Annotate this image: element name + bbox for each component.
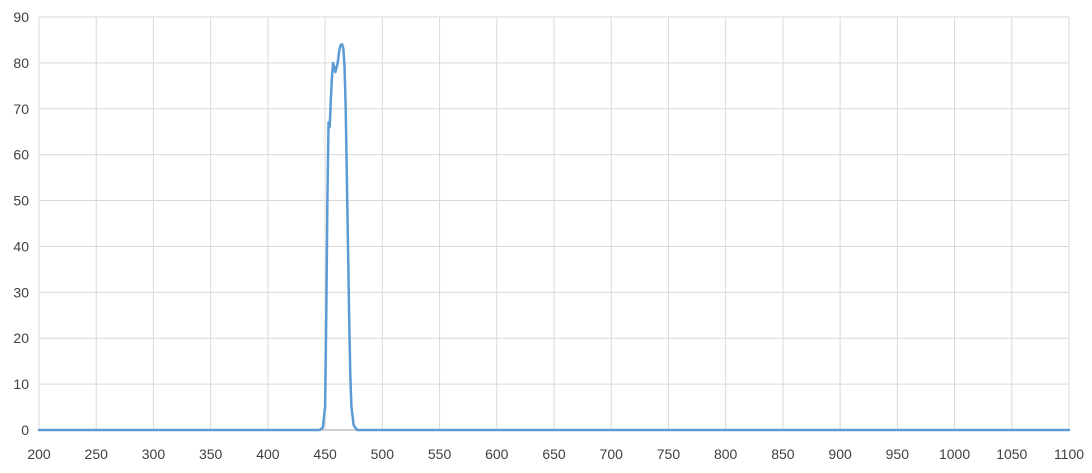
x-tick-label: 900 [828,446,852,462]
x-tick-label: 250 [85,446,109,462]
x-tick-label: 200 [27,446,51,462]
y-tick-label: 90 [13,9,29,25]
x-tick-label: 300 [142,446,166,462]
x-tick-label: 550 [428,446,452,462]
y-tick-label: 10 [13,376,29,392]
x-tick-label: 700 [600,446,624,462]
x-tick-label: 1100 [1054,446,1084,462]
x-tick-label: 350 [199,446,223,462]
x-tick-label: 950 [886,446,910,462]
grid [38,16,1070,430]
series-line [37,43,1071,432]
y-tick-label: 50 [13,193,29,209]
y-tick-label: 70 [13,101,29,117]
x-tick-label: 500 [371,446,395,462]
series [37,43,1071,432]
x-tick-label: 800 [714,446,738,462]
x-tick-label: 650 [542,446,566,462]
tick-labels: 200 250 300 350 400 450 500 550 600 650 700 750 800 8… [13,9,1084,462]
x-tick-label: 750 [657,446,681,462]
x-tick-label: 600 [485,446,509,462]
x-tick-label: 400 [256,446,280,462]
y-tick-label: 30 [13,284,29,300]
y-tick-label: 80 [13,55,29,71]
x-tick-label: 850 [771,446,795,462]
y-tick-label: 20 [13,330,29,346]
x-tick-label: 1000 [939,446,970,462]
y-tick-label: 0 [21,422,29,438]
y-tick-label: 40 [13,238,29,254]
x-tick-label: 450 [313,446,337,462]
y-tick-label: 60 [13,147,29,163]
x-tick-label: 1050 [996,446,1027,462]
